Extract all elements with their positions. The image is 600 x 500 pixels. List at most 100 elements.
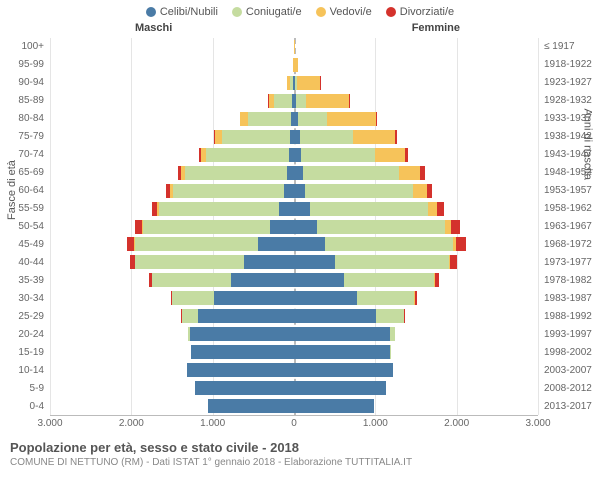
seg	[305, 184, 412, 198]
seg	[294, 273, 344, 287]
bar-row	[50, 128, 538, 146]
bar-male	[50, 220, 294, 234]
age-label: 80-84	[0, 110, 44, 128]
bar-row	[50, 92, 538, 110]
seg	[450, 255, 457, 269]
bar-female	[294, 220, 538, 234]
y-axis-left: 100+95-9990-9485-8980-8475-7970-7465-696…	[0, 38, 50, 416]
seg	[294, 184, 305, 198]
birth-label: 1928-1932	[544, 92, 600, 110]
seg	[231, 273, 294, 287]
legend-item: Divorziati/e	[386, 6, 454, 18]
legend-label: Celibi/Nubili	[160, 6, 218, 18]
age-label: 45-49	[0, 236, 44, 254]
birth-label: 1993-1997	[544, 326, 600, 344]
seg	[296, 94, 306, 108]
seg	[191, 345, 294, 359]
bar-female	[294, 363, 538, 377]
age-label: 35-39	[0, 272, 44, 290]
bar-row	[50, 200, 538, 218]
header-male: Maschi	[135, 22, 172, 34]
bar-row	[50, 289, 538, 307]
seg	[325, 237, 453, 251]
bar-row	[50, 74, 538, 92]
bar-female	[294, 58, 538, 72]
seg	[214, 291, 294, 305]
bar-row	[50, 56, 538, 74]
seg	[135, 220, 142, 234]
bar-row	[50, 235, 538, 253]
seg	[310, 202, 428, 216]
bar-row	[50, 164, 538, 182]
bar-row	[50, 38, 538, 56]
seg	[437, 202, 444, 216]
seg	[208, 399, 294, 413]
bar-male	[50, 309, 294, 323]
bar-female	[294, 130, 538, 144]
x-tick-label: 0	[291, 418, 297, 429]
birth-label: 1973-1977	[544, 254, 600, 272]
seg	[427, 184, 433, 198]
seg	[456, 237, 466, 251]
bar-male	[50, 166, 294, 180]
header-female: Femmine	[412, 22, 460, 34]
bar-row	[50, 182, 538, 200]
seg	[244, 255, 294, 269]
seg	[405, 148, 408, 162]
birth-label: 1918-1922	[544, 56, 600, 74]
bar-male	[50, 40, 294, 54]
seg	[143, 220, 270, 234]
seg	[294, 291, 357, 305]
y-axis-title-left: Fasce di età	[6, 160, 18, 220]
bar-male	[50, 112, 294, 126]
legend-swatch	[316, 7, 326, 17]
seg	[335, 255, 449, 269]
birth-label: ≤ 1917	[544, 38, 600, 56]
birth-label: 1923-1927	[544, 74, 600, 92]
bar-female	[294, 94, 538, 108]
seg	[294, 58, 298, 72]
seg	[172, 291, 214, 305]
seg	[451, 220, 460, 234]
seg	[357, 291, 414, 305]
bar-row	[50, 307, 538, 325]
bar-female	[294, 273, 538, 287]
bar-female	[294, 184, 538, 198]
birth-label: 1988-1992	[544, 308, 600, 326]
seg	[294, 220, 317, 234]
seg	[152, 273, 231, 287]
birth-label: 1958-1962	[544, 200, 600, 218]
bar-row	[50, 379, 538, 397]
bar-male	[50, 381, 294, 395]
bar-row	[50, 146, 538, 164]
chart-title: Popolazione per età, sesso e stato civil…	[10, 440, 590, 455]
legend-label: Vedovi/e	[330, 6, 372, 18]
bar-female	[294, 399, 538, 413]
seg	[349, 94, 350, 108]
x-tick-label: 2.000	[444, 418, 469, 429]
seg	[287, 166, 294, 180]
bar-female	[294, 345, 538, 359]
seg	[182, 309, 198, 323]
column-headers: Maschi Femmine	[0, 22, 600, 38]
seg	[300, 130, 353, 144]
bar-male	[50, 130, 294, 144]
bar-female	[294, 148, 538, 162]
bar-male	[50, 237, 294, 251]
birth-label: 1983-1987	[544, 290, 600, 308]
x-tick-label: 1.000	[200, 418, 225, 429]
chart-subtitle: COMUNE DI NETTUNO (RM) - Dati ISTAT 1° g…	[10, 457, 590, 468]
bar-female	[294, 309, 538, 323]
birth-label: 1968-1972	[544, 236, 600, 254]
seg	[294, 363, 393, 377]
birth-label: 1998-2002	[544, 344, 600, 362]
bar-male	[50, 202, 294, 216]
bar-female	[294, 327, 538, 341]
bar-male	[50, 94, 294, 108]
seg	[187, 363, 294, 377]
seg	[195, 381, 294, 395]
bar-male	[50, 255, 294, 269]
bar-row	[50, 110, 538, 128]
legend-item: Celibi/Nubili	[146, 6, 218, 18]
bar-male	[50, 399, 294, 413]
